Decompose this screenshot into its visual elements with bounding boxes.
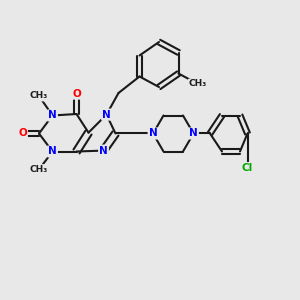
Text: CH₃: CH₃ bbox=[30, 92, 48, 100]
Text: N: N bbox=[148, 128, 158, 139]
Text: N: N bbox=[102, 110, 111, 120]
Text: O: O bbox=[18, 128, 27, 139]
Text: Cl: Cl bbox=[242, 163, 253, 173]
Text: CH₃: CH₃ bbox=[189, 80, 207, 88]
Text: N: N bbox=[189, 128, 198, 139]
Text: CH₃: CH₃ bbox=[30, 165, 48, 174]
Text: N: N bbox=[48, 110, 57, 121]
Text: O: O bbox=[72, 88, 81, 99]
Text: N: N bbox=[48, 146, 57, 157]
Text: N: N bbox=[99, 146, 108, 156]
